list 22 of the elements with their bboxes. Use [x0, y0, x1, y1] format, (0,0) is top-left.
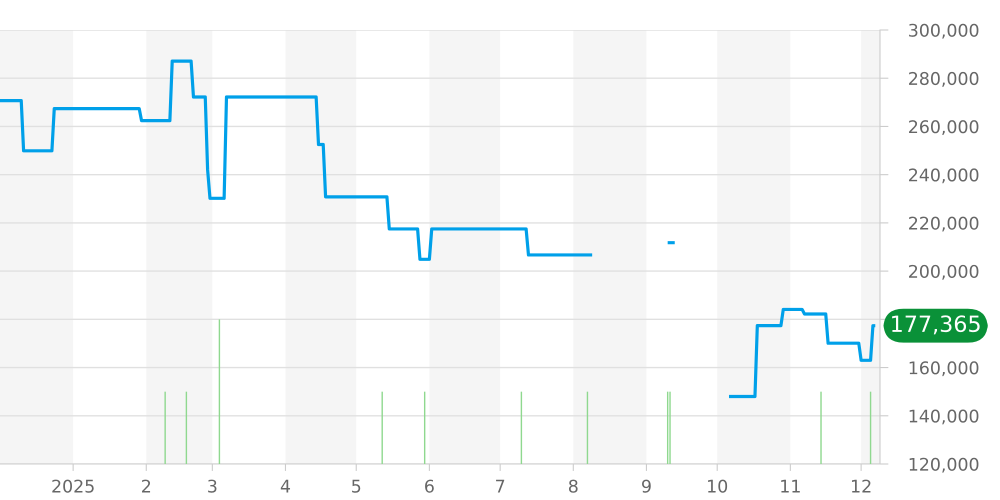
y-tick-label: 260,000 — [909, 120, 978, 136]
x-tick-label: 12 — [852, 480, 870, 492]
x-tick-label: 10 — [708, 480, 728, 493]
x-tick-label: 4 — [280, 480, 290, 492]
y-tick-label: 140,000 — [910, 409, 978, 424]
x-tick-label: 9 — [642, 480, 651, 493]
x-tick-label: 7 — [496, 480, 504, 492]
x-tick-label: 2025 — [52, 480, 94, 493]
y-tick-label: 120,000 — [910, 458, 978, 473]
y-tick-label: 220,000 — [909, 216, 978, 232]
annotation: 177,365 — [892, 315, 980, 334]
x-tick-label: 6 — [425, 480, 434, 493]
x-tick-label: 2 — [142, 480, 150, 492]
y-tick-label: 160,000 — [910, 361, 978, 376]
x-tick-label: 11 — [781, 480, 800, 492]
y-tick-label: 200,000 — [909, 264, 978, 280]
y-tick-label: 280,000 — [909, 72, 978, 87]
y-tick-label: 300,000 — [909, 24, 978, 39]
y-tick-label: 240,000 — [909, 168, 978, 184]
x-tick-label: 3 — [208, 480, 216, 493]
x-tick-label: 5 — [352, 480, 360, 493]
x-tick-label: 8 — [568, 480, 578, 493]
